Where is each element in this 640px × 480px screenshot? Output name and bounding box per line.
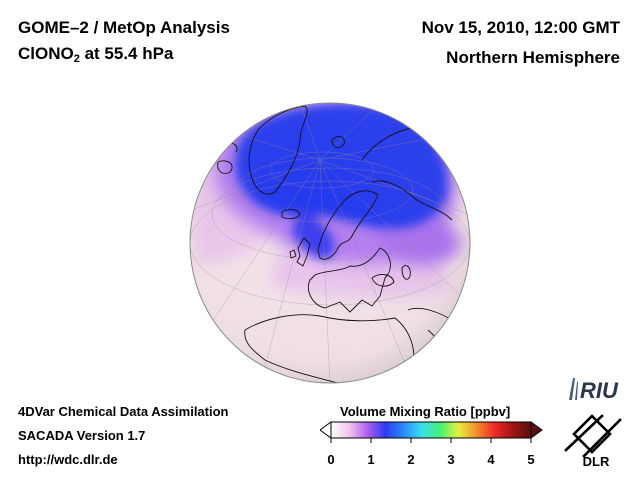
colorbar-ramp (330, 421, 532, 439)
colorbar-over-arrow (530, 421, 543, 439)
colorbar-tick-marks (330, 438, 532, 443)
riu-logo-mark (569, 378, 578, 400)
assimilation-label: 4DVar Chemical Data Assimilation (18, 404, 229, 419)
globe-outline (189, 102, 471, 384)
dlr-logo-mark (564, 414, 622, 458)
colorbar-tick-1: 1 (367, 452, 375, 467)
species-subscript: 2 (73, 53, 80, 65)
greenland-coast (248, 105, 308, 195)
graticule (190, 103, 470, 383)
title-line-1: GOME–2 / MetOp Analysis (18, 18, 230, 37)
dlr-logo-text: DLR (583, 454, 610, 469)
black-sea-coast (371, 274, 395, 287)
version-label: SACADA Version 1.7 (18, 428, 146, 443)
pressure-level: at 55.4 hPa (79, 44, 174, 63)
globe-shading (190, 103, 470, 383)
colorbar-tick-5: 5 (527, 452, 535, 467)
colorbar-tick-2: 2 (407, 452, 415, 467)
analysis-date: Nov 15, 2010, 12:00 GMT (421, 18, 620, 37)
title-line-2: ClONO2 at 55.4 hPa (18, 44, 173, 65)
species-name: ClONO (18, 44, 74, 63)
website-link[interactable]: http://wdc.dlr.de (18, 452, 118, 467)
riu-logo-text: RIU (580, 378, 619, 403)
scandinavia-coast (317, 190, 379, 260)
iceland-coast (281, 209, 301, 220)
hemisphere-label: Northern Hemisphere (446, 48, 620, 67)
colorbar-tick-3: 3 (447, 452, 455, 467)
svalbard-coast (331, 136, 345, 148)
colorbar-tick-0: 0 (327, 452, 335, 467)
riu-logo: RIU (569, 378, 619, 403)
colorbar-title: Volume Mixing Ratio [ppbv] (340, 404, 511, 419)
dlr-logo: DLR (564, 414, 622, 469)
colorbar (320, 421, 543, 443)
colorbar-under-arrow (320, 421, 332, 439)
caspian-coast (401, 265, 411, 280)
colorbar-tick-4: 4 (487, 452, 495, 467)
britain-coast (289, 237, 311, 267)
europe-coast (307, 247, 391, 313)
